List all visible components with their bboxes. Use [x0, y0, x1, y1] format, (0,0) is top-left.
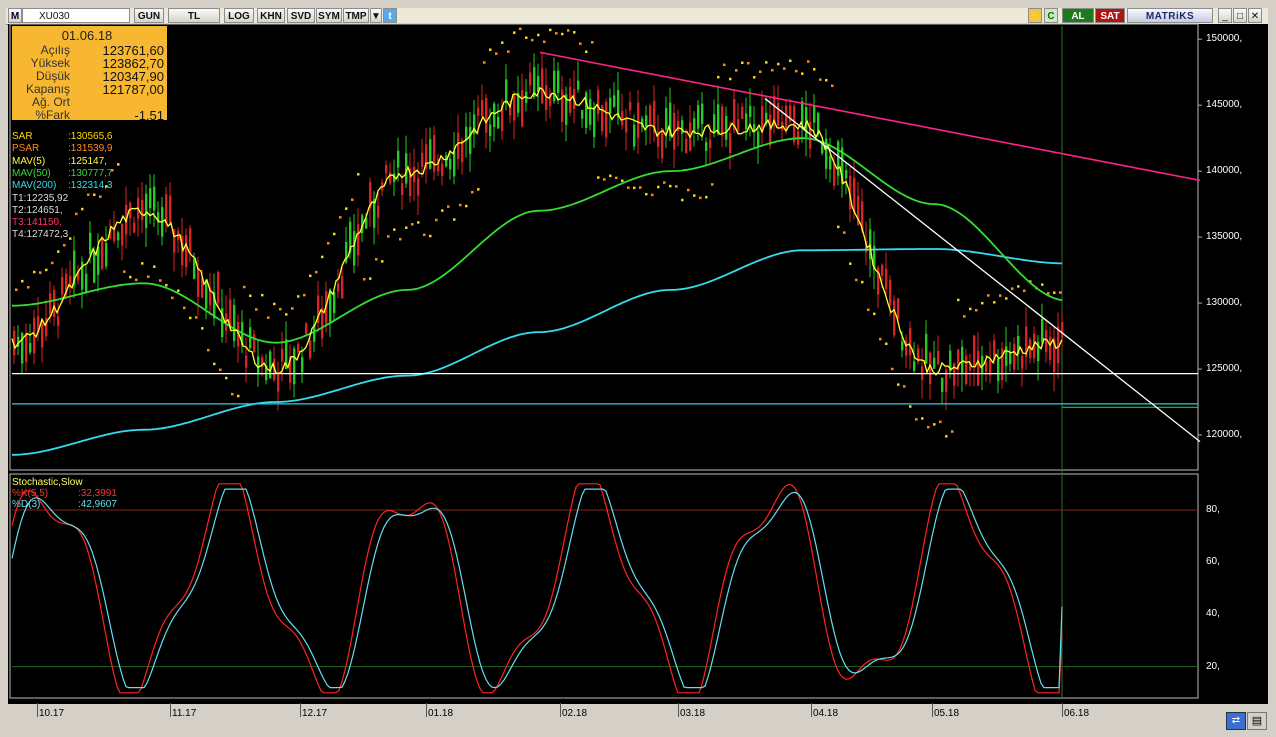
toolbar: M XU030 GUN TL LOG KHN SVD SYM TMP ▼ t ⚡… [6, 8, 1268, 25]
maximize-button[interactable]: □ [1233, 8, 1247, 23]
x-tick-label: 06.18 [1064, 708, 1090, 719]
info-date: 01.06.18 [61, 28, 113, 43]
legend-name: T4:127472,3 [12, 229, 69, 241]
legend-name: T2:124651, [12, 204, 63, 216]
twitter-icon[interactable]: t [383, 8, 397, 23]
y-tick-label: 150000, [1206, 33, 1243, 45]
info-label: Yüksek [30, 56, 70, 70]
legend-value: :130565,6 [68, 131, 113, 142]
matriks-logo[interactable]: M [8, 8, 22, 23]
khn-button[interactable]: KHN [257, 8, 285, 23]
legend-name: MAV(5) [12, 155, 46, 167]
chart-area[interactable] [8, 24, 1268, 704]
legend-value: :125147, [68, 155, 107, 167]
stoch-k-name: %K(5,5) [12, 488, 49, 499]
x-tick [426, 703, 427, 717]
info-value: 123761,60 [102, 43, 164, 58]
stoch-d-label: %D(3) :42,9607 [12, 499, 117, 510]
y-tick-label: 140000, [1206, 165, 1243, 177]
y-tick-label: 130000, [1206, 297, 1243, 309]
sym-button[interactable]: SYM [316, 8, 342, 23]
y-tick-label: 120000, [1206, 429, 1243, 440]
x-tick [678, 703, 679, 717]
x-tick [932, 703, 933, 717]
legend-value: :130777,7 [68, 167, 113, 179]
settings-icon[interactable]: ▤ [1247, 712, 1267, 730]
legend-entry: T2:124651, [12, 205, 63, 216]
scroll-control-icon[interactable]: ⇄ [1226, 712, 1246, 730]
info-label: Ağ. Ort [31, 95, 70, 109]
legend-name: T3:141150, [12, 217, 62, 229]
buy-button[interactable]: AL [1062, 8, 1094, 23]
legend-value: :131539,9 [68, 143, 113, 155]
x-tick [37, 703, 38, 717]
y-tick-label: 145000, [1206, 99, 1243, 111]
info-value: 123862,70 [102, 56, 164, 71]
close-button[interactable]: ✕ [1248, 8, 1262, 23]
legend-entry: PSAR :131539,9 [12, 143, 113, 155]
minimize-button[interactable]: _ [1218, 8, 1232, 23]
symbol-field[interactable]: XU030 [22, 8, 130, 23]
legend-name: PSAR [12, 143, 40, 155]
x-tick-label: 11.17 [172, 708, 197, 719]
sell-button[interactable]: SAT [1095, 8, 1125, 23]
legend-name: MAV(50) [12, 167, 51, 179]
stoch-tick-label: 40, [1206, 608, 1220, 620]
x-tick-label: 04.18 [813, 708, 839, 719]
info-label: Düşük [35, 69, 70, 83]
x-tick-label: 01.18 [428, 708, 454, 719]
brand-logo: MATRiKS [1127, 8, 1213, 23]
stoch-k-value: :32,3991 [78, 488, 117, 499]
x-tick-label: 03.18 [680, 708, 706, 719]
x-tick [170, 703, 171, 717]
info-label: %Fark [35, 108, 70, 122]
info-label: Açılış [40, 43, 70, 57]
legend-entry: T3:141150, [12, 217, 62, 228]
info-value: -1,51 [134, 108, 164, 123]
y-tick-label: 135000, [1206, 231, 1243, 243]
x-tick-label: 02.18 [562, 708, 588, 719]
x-tick-label: 05.18 [934, 708, 960, 719]
stoch-d-value: :42,9607 [78, 499, 117, 510]
info-value: 120347,90 [102, 69, 164, 84]
x-tick-label: 12.17 [302, 708, 328, 719]
legend-entry: T1:12235,92 [12, 193, 68, 204]
x-tick [811, 703, 812, 717]
stoch-k-label: %K(5,5) :32,3991 [12, 488, 117, 499]
stoch-tick-label: 80, [1206, 503, 1220, 515]
legend-entry: MAV(50) :130777,7 [12, 167, 113, 179]
x-tick [300, 703, 301, 717]
time-axis-bar [8, 704, 1268, 726]
stoch-tick-label: 60, [1206, 556, 1220, 568]
chevron-down-icon[interactable]: ▼ [370, 8, 382, 23]
stoch-title: Stochastic,Slow [12, 477, 83, 488]
legend-entry: MAV(200) :132314,3 [12, 180, 113, 192]
x-tick [1062, 703, 1063, 717]
legend-name: T1:12235,92 [12, 192, 69, 204]
legend-name: MAV(200) [12, 180, 57, 192]
y-tick-label: 125000, [1206, 363, 1243, 375]
info-label: Kapanış [25, 82, 70, 96]
alert-icon[interactable]: ⚡ [1028, 8, 1042, 23]
x-tick-label: 10.17 [39, 708, 65, 719]
stoch-d-name: %D(3) [12, 499, 41, 510]
period-gun-button[interactable]: GUN [134, 8, 164, 23]
currency-tl-button[interactable]: TL [168, 8, 220, 23]
legend-value: :132314,3 [68, 180, 113, 192]
legend-entry: T4:127472,3 [12, 229, 68, 240]
legend-entry: SAR :130565,6 [12, 131, 113, 142]
info-value: 121787,00 [102, 82, 164, 97]
legend-name: SAR [12, 131, 33, 142]
svd-button[interactable]: SVD [287, 8, 315, 23]
x-tick [560, 703, 561, 717]
ohlc-info-box: 01.06.18 Açılış 123761,60 Yüksek 123862,70 D… [12, 26, 167, 123]
log-scale-button[interactable]: LOG [224, 8, 254, 23]
refresh-icon[interactable]: C [1044, 8, 1058, 23]
stoch-tick-label: 20, [1206, 660, 1220, 672]
tmp-button[interactable]: TMP [343, 8, 369, 23]
legend-entry: MAV(5) :125147, [12, 155, 107, 167]
